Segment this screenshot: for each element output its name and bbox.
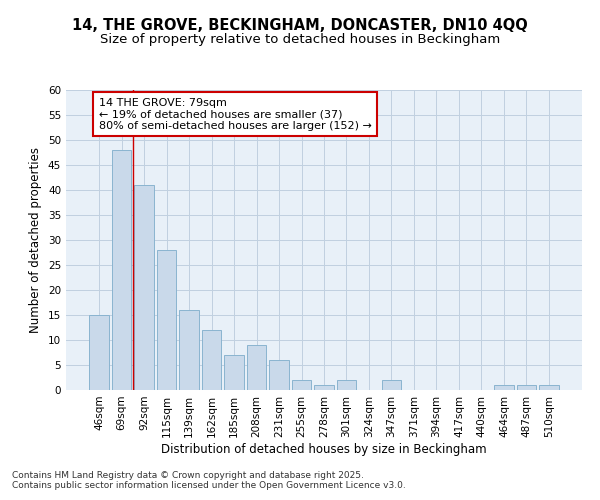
Bar [314,385,334,390]
Bar [292,380,311,390]
Text: Size of property relative to detached houses in Beckingham: Size of property relative to detached ho… [100,32,500,46]
Bar [202,330,221,390]
Bar [134,185,154,390]
Bar [337,380,356,390]
Text: Contains HM Land Registry data © Crown copyright and database right 2025.
Contai: Contains HM Land Registry data © Crown c… [12,470,406,490]
Bar [517,385,536,390]
Text: 14, THE GROVE, BECKINGHAM, DONCASTER, DN10 4QQ: 14, THE GROVE, BECKINGHAM, DONCASTER, DN… [72,18,528,32]
Bar [157,250,176,390]
Bar [224,355,244,390]
X-axis label: Distribution of detached houses by size in Beckingham: Distribution of detached houses by size … [161,442,487,456]
Text: 14 THE GROVE: 79sqm
← 19% of detached houses are smaller (37)
80% of semi-detach: 14 THE GROVE: 79sqm ← 19% of detached ho… [99,98,372,130]
Y-axis label: Number of detached properties: Number of detached properties [29,147,43,333]
Bar [539,385,559,390]
Bar [494,385,514,390]
Bar [247,345,266,390]
Bar [382,380,401,390]
Bar [112,150,131,390]
Bar [89,315,109,390]
Bar [269,360,289,390]
Bar [179,310,199,390]
